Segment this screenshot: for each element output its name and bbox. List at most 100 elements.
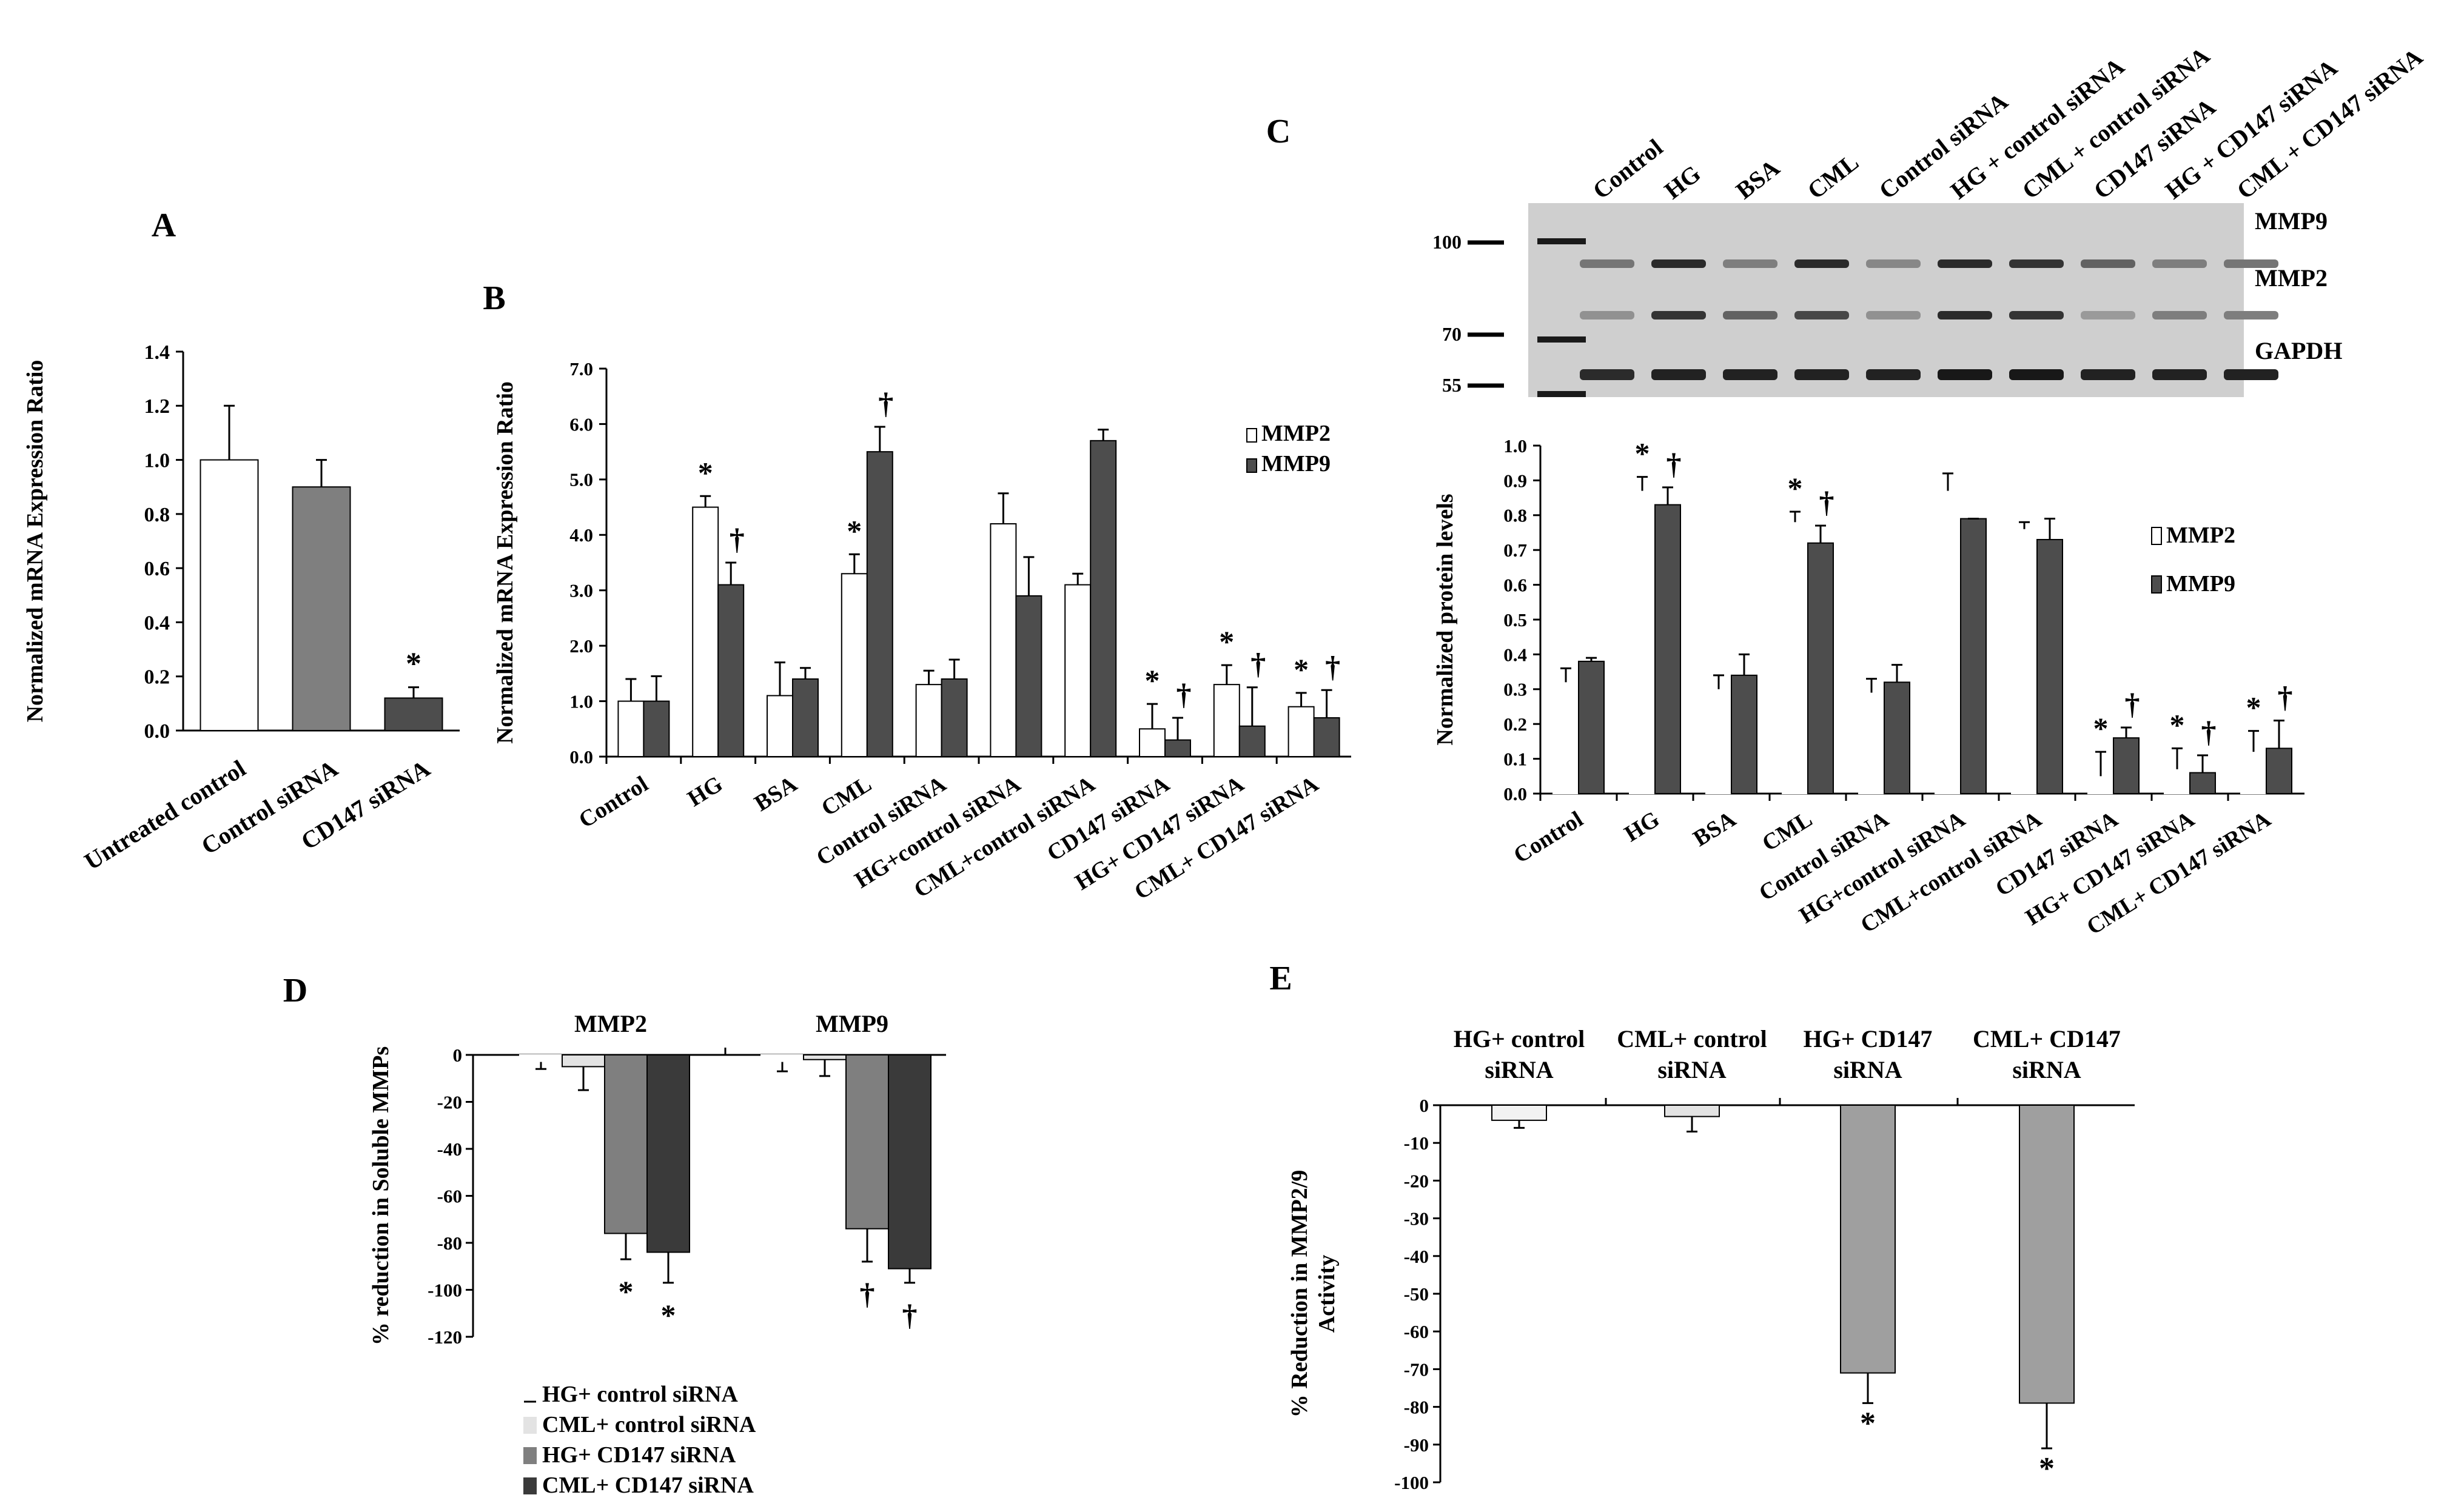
ladder-band bbox=[1537, 391, 1586, 397]
ladder-band bbox=[1537, 238, 1586, 244]
chart-e-y-tick-label: 0 bbox=[1420, 1095, 1429, 1116]
blot-band bbox=[1723, 369, 1777, 380]
chart-e-significance-mark: * bbox=[1860, 1406, 1876, 1440]
chart-d-y-tick-label: -20 bbox=[437, 1092, 462, 1113]
chart-b-significance-mark: † bbox=[878, 386, 893, 420]
chart-a-y-tick-label: 0.6 bbox=[144, 558, 170, 580]
chart-b-y-tick-label: 5.0 bbox=[569, 469, 593, 490]
chart-c-y-tick-label: 0.9 bbox=[1503, 470, 1527, 491]
chart-d-legend-label: CML+ control siRNA bbox=[542, 1412, 756, 1437]
blot-band bbox=[2009, 259, 2064, 268]
blot-band bbox=[1938, 259, 1992, 268]
chart-c-y-tick-label: 0.1 bbox=[1503, 748, 1527, 769]
chart-e-y-tick-label: -80 bbox=[1404, 1397, 1429, 1418]
chart-c-y-tick-label: 0.3 bbox=[1503, 679, 1527, 700]
chart-c-legend-swatch bbox=[2151, 527, 2162, 545]
chart-a-y-tick-label: 0.0 bbox=[144, 720, 170, 743]
blot-lane-label: Control bbox=[1588, 133, 1668, 204]
chart-e-header: siRNA bbox=[1485, 1056, 1553, 1083]
blot-band bbox=[2152, 311, 2207, 319]
chart-c-bar bbox=[1960, 518, 1987, 794]
chart-a-y-tick-label: 0.4 bbox=[144, 612, 170, 634]
blot-band bbox=[2224, 369, 2278, 380]
chart-e-header: HG+ CD147 bbox=[1804, 1025, 1933, 1052]
blot-band bbox=[1580, 259, 1634, 268]
chart-c-significance-mark: † bbox=[1819, 485, 1834, 519]
blot-band bbox=[2081, 369, 2135, 380]
chart-c-bar bbox=[2240, 751, 2267, 794]
chart-b-y-tick-label: 3.0 bbox=[569, 580, 593, 601]
chart-e-bar bbox=[2019, 1105, 2075, 1404]
chart-c-significance-mark: † bbox=[2125, 687, 2140, 721]
chart-b-bar bbox=[1090, 440, 1117, 757]
chart-d-bar bbox=[646, 1054, 690, 1253]
blot-band bbox=[1866, 369, 1921, 380]
chart-c-significance-mark: * bbox=[2170, 707, 2185, 741]
chart-b-significance-mark: † bbox=[1250, 647, 1266, 681]
chart-a-category-label: Untreated control bbox=[79, 754, 250, 875]
western-blot bbox=[1528, 203, 2244, 397]
chart-b-significance-mark: * bbox=[1219, 624, 1234, 658]
chart-d-bar bbox=[760, 1054, 804, 1063]
chart-d-bar bbox=[604, 1054, 648, 1234]
chart-c-category-label: CML bbox=[1757, 806, 1816, 857]
chart-b-bar bbox=[1164, 739, 1191, 757]
blot-band bbox=[2152, 259, 2207, 268]
chart-d-legend-label: CML+ CD147 siRNA bbox=[542, 1473, 754, 1498]
chart-c-bar bbox=[1705, 688, 1732, 795]
blot-band bbox=[1580, 311, 1634, 319]
chart-c-significance-mark: † bbox=[1667, 447, 1682, 481]
chart-d-bar bbox=[519, 1054, 563, 1063]
chart-b-significance-mark: * bbox=[1145, 663, 1160, 697]
chart-c-bar bbox=[1782, 521, 1808, 795]
chart-c-significance-mark: † bbox=[2278, 680, 2293, 714]
chart-b-bar bbox=[1064, 584, 1092, 757]
chart-d-legend-swatch bbox=[523, 1477, 537, 1494]
chart-b-bar bbox=[692, 506, 719, 757]
chart-c-bar bbox=[2266, 748, 2292, 795]
chart-b-legend-swatch bbox=[1246, 428, 1257, 443]
chart-b-category-label: BSA bbox=[750, 771, 802, 817]
chart-a-y-axis-title: Normalized mRNA Expression Ratio bbox=[22, 360, 48, 723]
blot-band bbox=[1651, 311, 1706, 319]
chart-e-header: siRNA bbox=[1833, 1056, 1902, 1083]
chart-b-y-tick-label: 7.0 bbox=[569, 358, 593, 380]
chart-b-bar bbox=[990, 523, 1017, 757]
chart-c-bar bbox=[2189, 772, 2216, 795]
chart-c-bar bbox=[2113, 737, 2140, 795]
chart-b-legend-label: MMP9 bbox=[1261, 451, 1331, 477]
chart-e-header: CML+ control bbox=[1617, 1025, 1767, 1052]
chart-b-bar bbox=[1313, 717, 1340, 757]
chart-c-significance-mark: † bbox=[2201, 715, 2217, 749]
chart-c-significance-mark: * bbox=[2093, 711, 2109, 745]
chart-b-y-tick-label: 0.0 bbox=[569, 746, 593, 768]
chart-a-y-tick-label: 1.2 bbox=[144, 395, 170, 418]
chart-c-y-tick-label: 0.7 bbox=[1503, 540, 1527, 561]
chart-d-significance-mark: † bbox=[902, 1298, 918, 1332]
chart-d-bar bbox=[803, 1054, 847, 1060]
chart-e-significance-mark: * bbox=[2039, 1451, 2055, 1486]
chart-b-bar bbox=[1238, 725, 1266, 757]
chart-c-bar bbox=[2011, 528, 2038, 794]
chart-e-y-axis-title-2: Activity bbox=[1314, 1255, 1340, 1333]
chart-e-bar bbox=[1840, 1105, 1896, 1374]
chart-e-y-tick-label: -100 bbox=[1394, 1472, 1429, 1493]
blot-band-label-mmp2: MMP2 bbox=[2255, 264, 2328, 292]
chart-a-y-tick-label: 0.2 bbox=[144, 666, 170, 689]
blot-band bbox=[1938, 311, 1992, 319]
chart-c-category-label: BSA bbox=[1689, 806, 1740, 852]
chart-a-y-tick-label: 1.4 bbox=[144, 341, 170, 364]
chart-b-bar bbox=[866, 451, 893, 758]
chart-c-y-axis-title: Normalized protein levels bbox=[1432, 493, 1458, 745]
chart-a-significance-mark: * bbox=[406, 647, 421, 681]
blot-band bbox=[1938, 369, 1992, 380]
chart-c-significance-mark: * bbox=[1635, 437, 1650, 470]
chart-b-bar bbox=[717, 584, 745, 757]
chart-a-bar bbox=[292, 486, 351, 731]
blot-marker-label: 70 bbox=[1442, 323, 1462, 345]
chart-c-y-tick-label: 0.4 bbox=[1503, 644, 1527, 665]
chart-c-bar bbox=[2036, 538, 2063, 794]
blot-band bbox=[2152, 369, 2207, 380]
chart-a-bar bbox=[200, 459, 259, 731]
chart-a-bar bbox=[384, 697, 443, 732]
